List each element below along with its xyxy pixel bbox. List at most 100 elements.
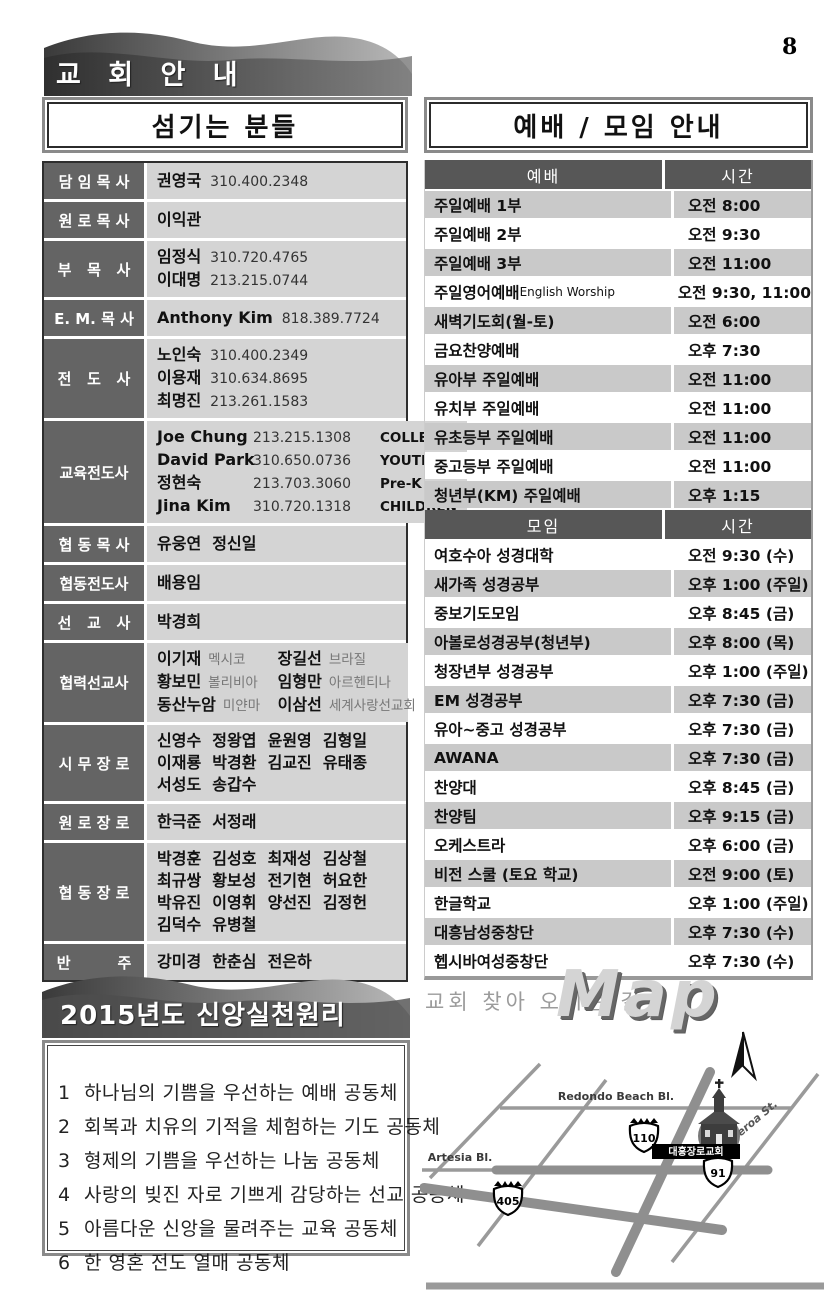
worship-header-row: 예배 시간 xyxy=(425,160,811,189)
meeting-rows: 여호수아 성경대학 오전 9:30 (수) 새가족 성경공부 오후 1:00 (… xyxy=(425,541,811,974)
principle-number: 3 xyxy=(58,1150,71,1172)
principle-text: 회복과 치유의 기적을 체험하는 기도 공동체 xyxy=(84,1116,441,1138)
member-name: 박유진 이영휘 양선진 김정헌 xyxy=(157,893,368,912)
meeting-row: 아볼로성경공부(청년부) 오후 8:00 (목) xyxy=(425,628,811,655)
worship-name: 주일영어예배 xyxy=(434,283,520,302)
meeting-row: 유아~중고 성경공부 오후 7:30 (금) xyxy=(425,715,811,742)
member-name: 최명진 xyxy=(157,391,202,410)
worship-row: 유초등부 주일예배 오전 11:00 xyxy=(425,423,811,450)
schedule-table: 예배 시간 주일예배 1부 오전 8:00 주일예배 2부 오전 9:30 xyxy=(424,160,813,980)
mission-field: 볼리비아 xyxy=(208,675,258,691)
worship-header-col2: 시간 xyxy=(721,166,755,186)
map-heading: 교회 찾아 오시는 길 xyxy=(425,990,644,1014)
freeway-shield-405: 405 xyxy=(492,1181,524,1217)
mission-field: 세계사랑선교회 xyxy=(328,698,416,714)
meeting-name: EM 성경공부 xyxy=(434,691,523,710)
meeting-row: 대흥남성중창단 오후 7:30 (수) xyxy=(425,918,811,945)
role-label: 협력선교사 xyxy=(44,643,144,722)
worship-name: 주일예배 1부 xyxy=(434,196,522,215)
meeting-row: 중보기도모임 오후 8:45 (금) xyxy=(425,599,811,626)
worship-time: 오전 8:00 xyxy=(688,196,761,215)
member-name: Jina Kim xyxy=(157,496,231,515)
meeting-row: 오케스트라 오후 6:00 (금) xyxy=(425,831,811,858)
worship-time: 오전 11:00 xyxy=(688,399,772,418)
table-row: 담 임 목 사 권영국 310.400.2348 xyxy=(44,163,406,199)
member-name: 이용재 xyxy=(157,368,202,387)
worship-time: 오전 11:00 xyxy=(688,428,772,447)
table-row: 협동전도사 배용임 xyxy=(44,565,406,601)
member-name: 정현숙 xyxy=(157,473,202,492)
worship-row: 새벽기도회(월-토) 오전 6:00 xyxy=(425,307,811,334)
role-label: E. M. 목 사 xyxy=(44,300,144,336)
member-name: 이기재 xyxy=(157,649,202,668)
principle-item: 2 회복과 치유의 기적을 체험하는 기도 공동체 xyxy=(58,1110,440,1144)
ministry-tag: Pre-K xyxy=(380,476,422,492)
meeting-row: 찬양팀 오후 9:15 (금) xyxy=(425,802,811,829)
member-name: 최규쌍 황보성 전기현 허요한 xyxy=(157,871,368,890)
table-row: 전 도 사 노인숙 310.400.2349 이용재 310.634.8695 최명… xyxy=(44,339,406,418)
mission-field: 아르헨티나 xyxy=(328,675,391,691)
role-label: 협 동 목 사 xyxy=(44,526,144,562)
principles-title: 2015년도 신앙실천원리 xyxy=(60,1001,346,1031)
church-label-text: 대흥장로교회 xyxy=(668,1145,723,1158)
principle-item: 1 하나님의 기쁨을 우선하는 예배 공동체 xyxy=(58,1076,398,1110)
serving-title: 섬기는 분들 xyxy=(47,102,403,148)
meeting-time: 오후 1:00 (주일) xyxy=(688,894,809,913)
principle-text: 한 영혼 전도 열매 공동체 xyxy=(84,1252,290,1274)
meeting-time: 오후 8:45 (금) xyxy=(688,604,795,623)
worship-name: 유초등부 주일예배 xyxy=(434,428,554,447)
worship-row: 주일예배 1부 오전 8:00 xyxy=(425,191,811,218)
principle-item: 6 한 영혼 전도 열매 공동체 xyxy=(58,1246,398,1280)
table-row: 협력선교사 이기재 멕시코 장길선 브라질 황보민 볼리비아 임형만 아르헨티나 동산누… xyxy=(44,643,416,722)
meeting-name: 유아~중고 성경공부 xyxy=(434,720,567,739)
wave-graphic xyxy=(42,976,410,1038)
worship-time: 오전 9:30, 11:00 xyxy=(677,283,811,302)
worship-name: 주일예배 3부 xyxy=(434,254,522,273)
member-name: Anthony Kim xyxy=(157,307,273,327)
role-label: 전 도 사 xyxy=(44,339,144,418)
shield-405-number: 405 xyxy=(497,1195,520,1208)
mission-field: 멕시코 xyxy=(208,652,246,668)
serving-title-box: 섬기는 분들 xyxy=(42,97,408,153)
member-name: 신영수 정왕엽 윤원영 김형일 xyxy=(157,731,368,750)
worship-row: 유치부 주일예배 오전 11:00 xyxy=(425,394,811,421)
member-name: 한극준 서정래 xyxy=(157,812,257,831)
meeting-time: 오후 8:45 (금) xyxy=(688,778,795,797)
principle-text: 아름다운 신앙을 물려주는 교육 공동체 xyxy=(84,1218,398,1240)
worship-time: 오후 1:15 xyxy=(688,486,761,505)
meeting-name: AWANA xyxy=(434,748,499,767)
mission-field: 미얀마 xyxy=(222,698,261,714)
role-label: 협 동 장 로 xyxy=(44,843,144,941)
meeting-time: 오후 9:15 (금) xyxy=(688,807,795,826)
meeting-header-col1: 모임 xyxy=(425,510,665,539)
member-phone: 310.650.0736 xyxy=(253,453,351,469)
worship-time: 오전 9:30 xyxy=(688,225,761,244)
worship-time: 오후 7:30 xyxy=(688,341,761,360)
meeting-time: 오후 7:30 (금) xyxy=(688,749,795,768)
principle-text: 형제의 기쁨을 우선하는 나눔 공동체 xyxy=(84,1150,380,1172)
member-phone: 310.400.2348 xyxy=(210,173,309,190)
principle-text: 사랑의 빚진 자로 기쁘게 감당하는 선교 공동체 xyxy=(84,1184,465,1206)
table-row: 선 교 사 박경희 xyxy=(44,604,406,640)
wave-graphic xyxy=(44,32,412,96)
worship-time: 오전 11:00 xyxy=(688,457,772,476)
member-name: 이재룡 박경환 김교진 유태종 xyxy=(157,753,368,772)
member-name: 박경희 xyxy=(157,612,202,631)
meeting-header-col2: 시간 xyxy=(721,516,755,536)
role-label: 부 목 사 xyxy=(44,241,144,297)
role-label: 원 로 목 사 xyxy=(44,202,144,238)
table-row: 시 무 장 로 신영수 정왕엽 윤원영 김형일 이재룡 박경환 김교진 유태종 … xyxy=(44,725,406,801)
meeting-name: 비전 스쿨 (토요 학교) xyxy=(434,865,579,884)
member-phone: 310.720.1318 xyxy=(253,499,351,515)
freeway-shield-110: 110 xyxy=(628,1118,660,1154)
principle-number: 4 xyxy=(58,1184,71,1206)
meeting-time: 오후 1:00 (주일) xyxy=(688,662,809,681)
table-row: 원 로 장 로 한극준 서정래 xyxy=(44,804,406,840)
page-title: 교 회 안 내 xyxy=(56,60,247,91)
member-name: 권영국 xyxy=(157,170,202,190)
worship-name: 유치부 주일예배 xyxy=(434,399,540,418)
table-row: 교육전도사 Joe Chung 213.215.1308 COLLEGE David… xyxy=(44,421,467,523)
principle-text: 하나님의 기쁨을 우선하는 예배 공동체 xyxy=(84,1082,398,1104)
worship-time: 오전 6:00 xyxy=(688,312,761,331)
member-name: 박경훈 김성호 최재성 김상철 xyxy=(157,849,368,868)
